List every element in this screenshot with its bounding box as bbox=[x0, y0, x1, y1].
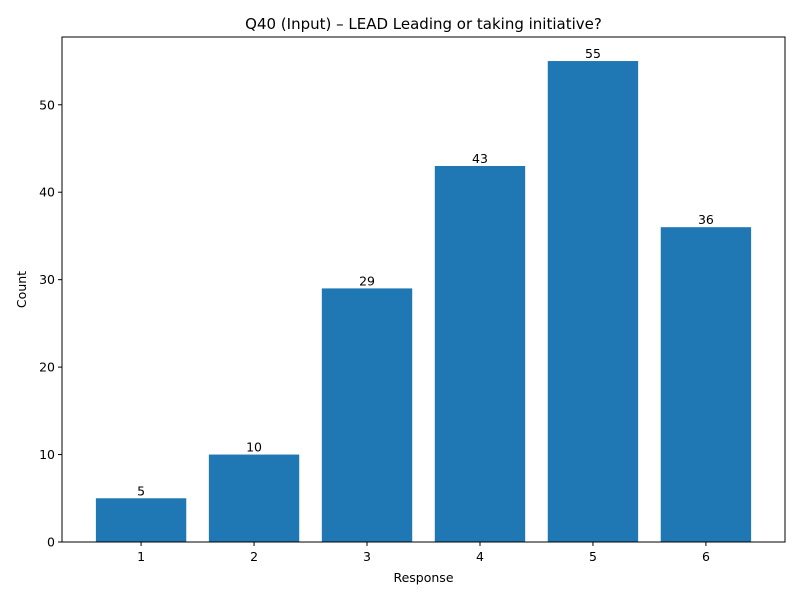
y-tick-label: 50 bbox=[39, 97, 55, 112]
plot-frame bbox=[61, 36, 786, 543]
x-axis-ticks: 1 2 3 4 5 6 bbox=[137, 542, 710, 564]
chart-title: Q40 (Input) – LEAD Leading or taking ini… bbox=[245, 15, 602, 33]
y-tick-label: 40 bbox=[39, 185, 55, 200]
data-label-1: 5 bbox=[137, 483, 145, 498]
y-tick-label: 30 bbox=[39, 272, 55, 287]
x-tick-label: 4 bbox=[476, 549, 484, 564]
y-axis-ticks: 0 10 20 30 40 50 bbox=[39, 97, 62, 550]
x-tick-label: 1 bbox=[137, 549, 145, 564]
bar-1 bbox=[95, 498, 187, 542]
bar-6 bbox=[660, 227, 752, 542]
y-tick-label: 0 bbox=[47, 535, 55, 550]
x-tick-label: 6 bbox=[702, 549, 710, 564]
bar-2 bbox=[208, 454, 300, 542]
data-label-5: 55 bbox=[585, 46, 601, 61]
x-tick-label: 5 bbox=[589, 549, 597, 564]
x-axis-label: Response bbox=[393, 570, 453, 585]
y-tick-label: 10 bbox=[39, 447, 55, 462]
data-label-6: 36 bbox=[698, 212, 714, 227]
bar-3 bbox=[321, 288, 413, 542]
data-label-4: 43 bbox=[472, 151, 488, 166]
data-label-3: 29 bbox=[359, 273, 375, 288]
data-labels-group: 5 10 29 43 55 36 bbox=[137, 46, 714, 498]
data-label-2: 10 bbox=[246, 440, 262, 455]
x-tick-label: 3 bbox=[363, 549, 371, 564]
y-tick-label: 20 bbox=[39, 360, 55, 375]
bar-4 bbox=[434, 165, 526, 543]
bars-group bbox=[95, 61, 752, 543]
bar-5 bbox=[547, 61, 639, 543]
y-axis-label: Count bbox=[14, 271, 29, 308]
x-tick-label: 2 bbox=[250, 549, 258, 564]
